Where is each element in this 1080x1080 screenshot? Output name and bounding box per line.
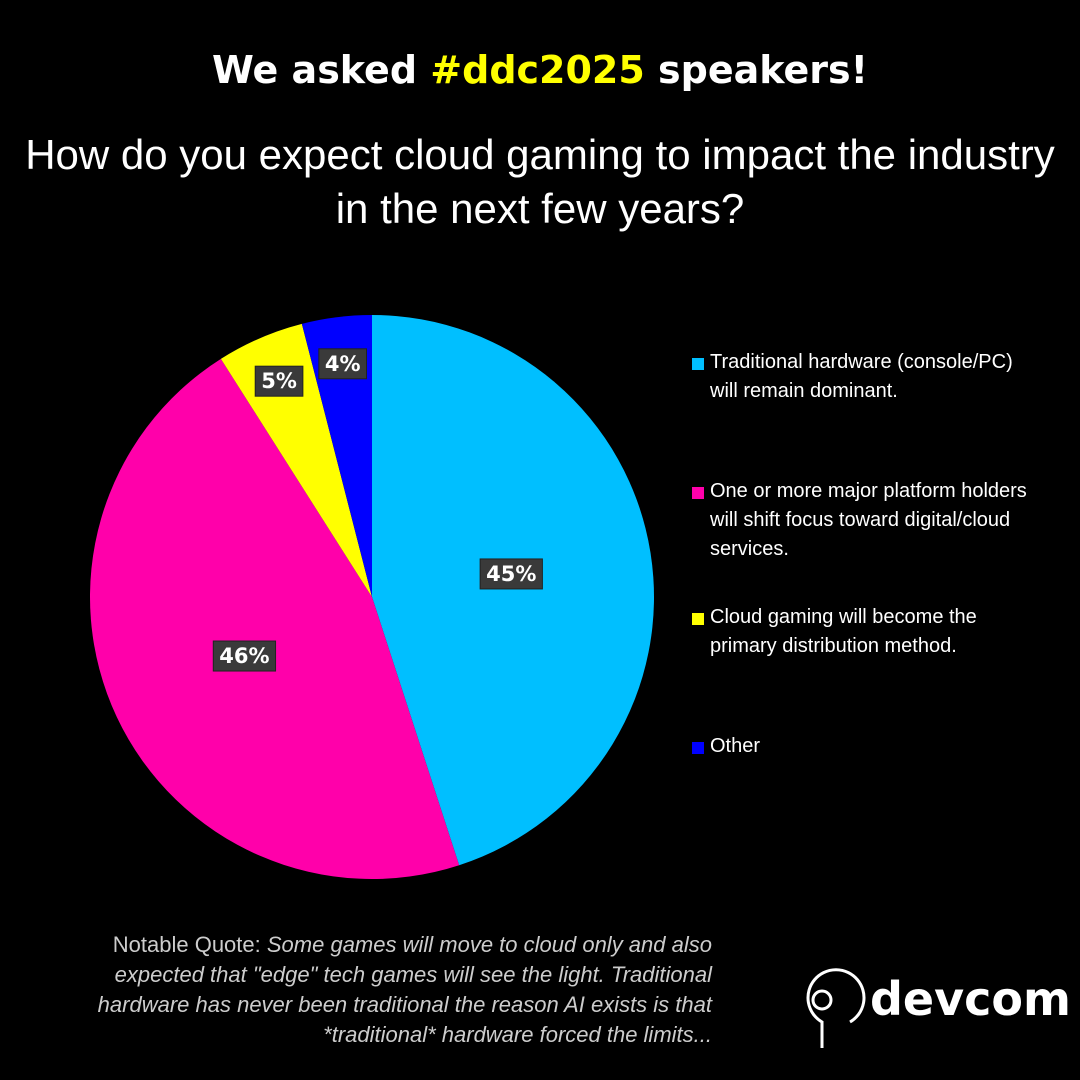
header-hashtag: #ddc2025	[430, 48, 645, 92]
data-label: 46%	[219, 644, 269, 668]
header: We asked #ddc2025 speakers!	[0, 48, 1080, 92]
quote-text: Some games will move to cloud only and a…	[97, 932, 712, 1047]
header-lead: We asked	[211, 48, 418, 92]
data-label-group: 45%	[479, 558, 543, 590]
pie-slice	[301, 315, 372, 597]
legend-label: Cloud gaming will become the primary dis…	[710, 606, 977, 657]
legend-swatch	[692, 742, 704, 754]
header-tail: speakers!	[658, 48, 868, 92]
logo-text: devcom	[870, 972, 1071, 1026]
data-label-box	[212, 640, 277, 672]
legend-item: Other	[692, 732, 1030, 761]
quote: Notable Quote: Some games will move to c…	[30, 930, 712, 1050]
data-label: 5%	[261, 369, 297, 393]
logo-icon	[806, 968, 866, 1048]
data-label-group: 5%	[254, 365, 304, 397]
legend-label: Traditional hardware (console/PC) will r…	[710, 351, 1013, 402]
data-label-box	[318, 348, 367, 380]
legend-item: Traditional hardware (console/PC) will r…	[692, 348, 1030, 406]
pie-slice	[372, 315, 655, 866]
data-label-group: 4%	[318, 348, 367, 380]
legend-label: One or more major platform holders will …	[710, 480, 1027, 560]
legend-item: One or more major platform holders will …	[692, 477, 1030, 564]
data-label-box	[479, 558, 543, 590]
data-label: 4%	[325, 352, 361, 376]
legend-swatch	[692, 487, 704, 499]
legend-swatch	[692, 358, 704, 370]
data-label: 45%	[486, 562, 536, 586]
legend-label: Other	[710, 735, 761, 757]
pie-slice	[90, 358, 460, 879]
data-label-group: 46%	[212, 640, 277, 672]
data-label-box	[254, 365, 304, 397]
chart-title: How do you expect cloud gaming to impact…	[25, 131, 1055, 232]
legend-swatch	[692, 613, 704, 625]
legend-item: Cloud gaming will become the primary dis…	[692, 603, 1030, 661]
quote-label: Notable Quote:	[112, 932, 261, 957]
